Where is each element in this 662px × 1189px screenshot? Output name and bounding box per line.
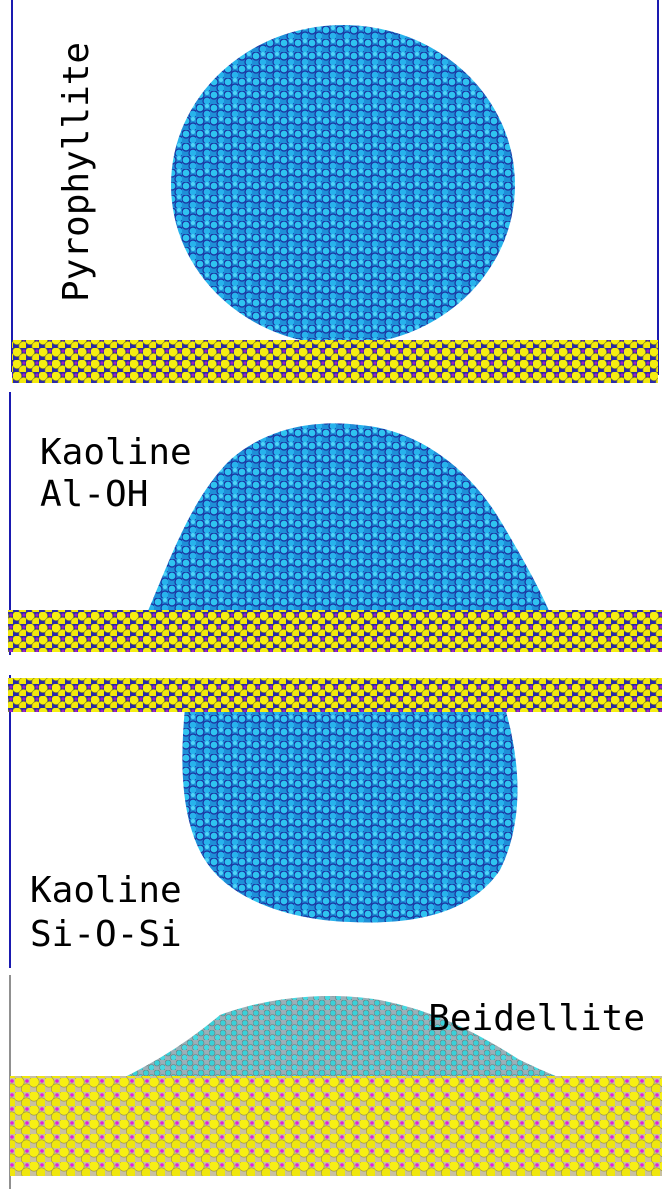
- panel-kaoline-aloh: Kaoline Al-OH: [8, 392, 662, 655]
- panel-pyrophyllite: Pyrophyllite: [12, 0, 658, 383]
- clay-slab: [10, 1076, 662, 1176]
- clay-slab: [8, 610, 662, 652]
- panel-label: Kaoline: [40, 432, 192, 473]
- droplet: [145, 423, 552, 618]
- figure: Pyrophyllite Kaoline Al-OH Kaoline Si-O-…: [0, 0, 662, 1189]
- panel-label: Al-OH: [40, 474, 148, 515]
- panel-beidellite: Beidellite: [10, 975, 662, 1189]
- droplet: [182, 708, 517, 922]
- clay-slab: [12, 340, 658, 383]
- panel-label: Kaoline: [30, 870, 182, 911]
- panel-label: Pyrophyllite: [56, 42, 97, 302]
- panel-kaoline-siosi: Kaoline Si-O-Si: [8, 675, 662, 968]
- clay-slab: [8, 678, 662, 712]
- panel-label: Si-O-Si: [30, 914, 182, 955]
- droplet: [171, 25, 515, 345]
- panel-label: Beidellite: [428, 998, 645, 1039]
